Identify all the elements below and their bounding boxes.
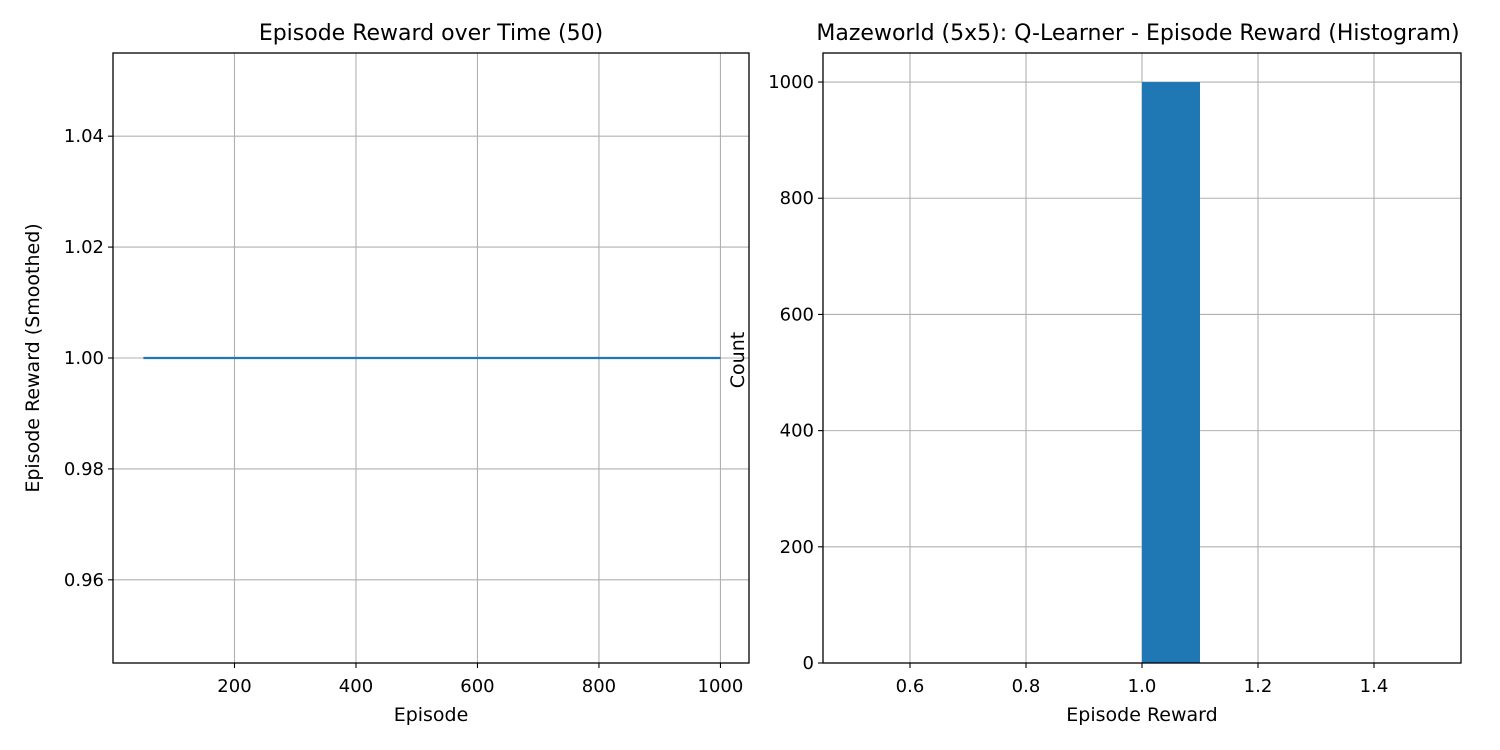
line-chart-panel: Episode Reward over Time (50) 200 400 600 8… bbox=[22, 21, 750, 726]
y-tick-label: 400 bbox=[780, 421, 814, 442]
y-axis-label: Episode Reward (Smoothed) bbox=[22, 223, 44, 492]
x-tick-label: 1.0 bbox=[1128, 676, 1157, 697]
y-tick-label: 1.04 bbox=[64, 126, 104, 147]
histogram-panel: 0.6 0.8 1.0 1.2 1.4 0 200 400 600 800 1000 Mazewor… bbox=[727, 21, 1462, 726]
x-axis-label: Episode Reward bbox=[1066, 704, 1217, 726]
y-axis-label: Count bbox=[727, 332, 749, 388]
y-tick-label: 0.98 bbox=[64, 459, 104, 480]
x-tick-label: 200 bbox=[217, 676, 251, 697]
x-axis-label: Episode bbox=[394, 704, 469, 726]
x-tick-label: 1000 bbox=[698, 676, 744, 697]
y-tick-label: 800 bbox=[780, 188, 814, 209]
x-tick-label: 600 bbox=[460, 676, 494, 697]
chart-title: Episode Reward over Time (50) bbox=[259, 21, 603, 46]
y-tick-label: 1.02 bbox=[64, 237, 104, 258]
x-tick-label: 1.2 bbox=[1244, 676, 1273, 697]
histogram-bar bbox=[1142, 82, 1200, 664]
x-tick-label: 1.4 bbox=[1360, 676, 1389, 697]
y-tick-label: 1000 bbox=[768, 72, 814, 93]
x-tick-label: 0.6 bbox=[896, 676, 925, 697]
y-tick-label: 1.00 bbox=[64, 348, 104, 369]
y-tick-label: 600 bbox=[780, 304, 814, 325]
chart-title: Mazeworld (5x5): Q-Learner - Episode Rew… bbox=[816, 21, 1459, 46]
x-tick-label: 800 bbox=[582, 676, 616, 697]
y-tick-label: 200 bbox=[780, 537, 814, 558]
y-tick-label: 0 bbox=[803, 653, 814, 674]
x-tick-label: 400 bbox=[339, 676, 373, 697]
x-tick-label: 0.8 bbox=[1012, 676, 1041, 697]
y-tick-label: 0.96 bbox=[64, 570, 104, 591]
